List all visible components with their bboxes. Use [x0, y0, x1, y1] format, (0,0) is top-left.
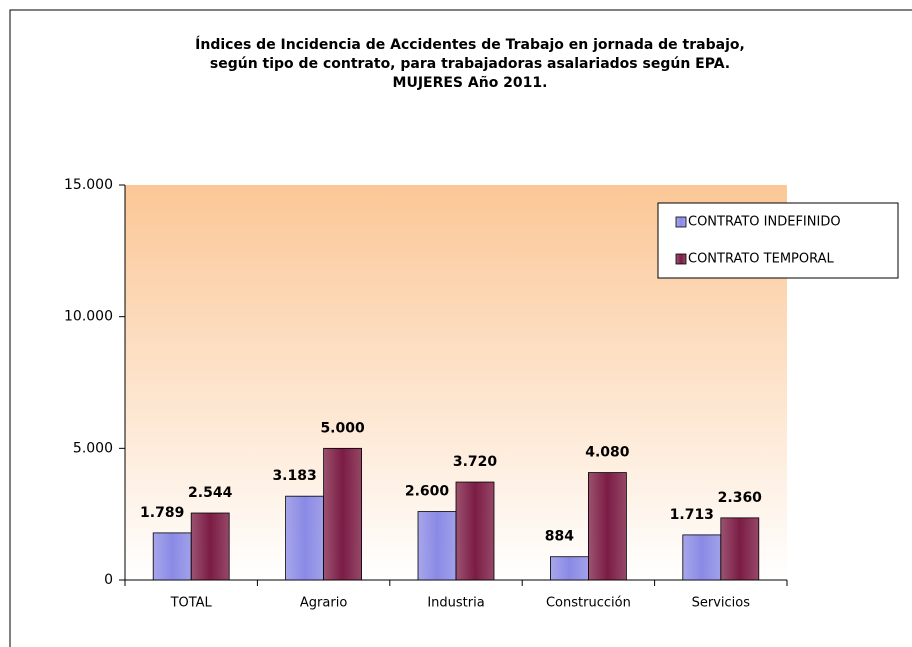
- legend-label: CONTRATO INDEFINIDO: [688, 215, 841, 230]
- bar: [682, 534, 722, 581]
- bar: [190, 512, 230, 581]
- y-tick-label: 5.000: [73, 440, 113, 456]
- bar: [455, 481, 495, 581]
- bar: [323, 447, 363, 581]
- legend-swatch: [675, 253, 687, 265]
- value-label: 1.789: [140, 505, 184, 521]
- bar: [285, 495, 325, 581]
- value-label: 2.360: [718, 490, 763, 506]
- bar: [550, 556, 589, 581]
- value-label: 2.544: [188, 485, 233, 501]
- y-tick-label: 15.000: [64, 177, 113, 193]
- frame: [9, 9, 912, 647]
- x-tick-label: Agrario: [300, 596, 347, 611]
- value-label: 4.080: [585, 445, 630, 461]
- y-tick-label: 0: [104, 572, 113, 588]
- chart-title: MUJERES Año 2011.: [393, 75, 548, 91]
- chart-title: según tipo de contrato, para trabajadora…: [210, 56, 730, 72]
- legend-box: [657, 202, 899, 279]
- value-label: 3.183: [272, 468, 316, 484]
- value-label: 2.600: [405, 484, 450, 500]
- bar: [720, 517, 760, 581]
- legend-label: CONTRATO TEMPORAL: [688, 252, 835, 267]
- y-tick-label: 10.000: [64, 309, 113, 325]
- value-label: 3.720: [453, 454, 498, 470]
- legend-swatch: [675, 216, 687, 228]
- value-label: 1.713: [670, 507, 714, 523]
- x-tick-label: TOTAL: [170, 596, 213, 611]
- x-tick-label: Servicios: [692, 596, 751, 611]
- bar: [152, 532, 192, 581]
- value-label: 5.000: [320, 420, 365, 436]
- bar: [417, 511, 457, 581]
- bar: [588, 472, 627, 581]
- chart-title: Índices de Incidencia de Accidentes de T…: [195, 36, 745, 53]
- value-label: 884: [545, 529, 574, 545]
- x-tick-label: Construcción: [546, 596, 631, 611]
- x-tick-label: Industria: [427, 596, 484, 611]
